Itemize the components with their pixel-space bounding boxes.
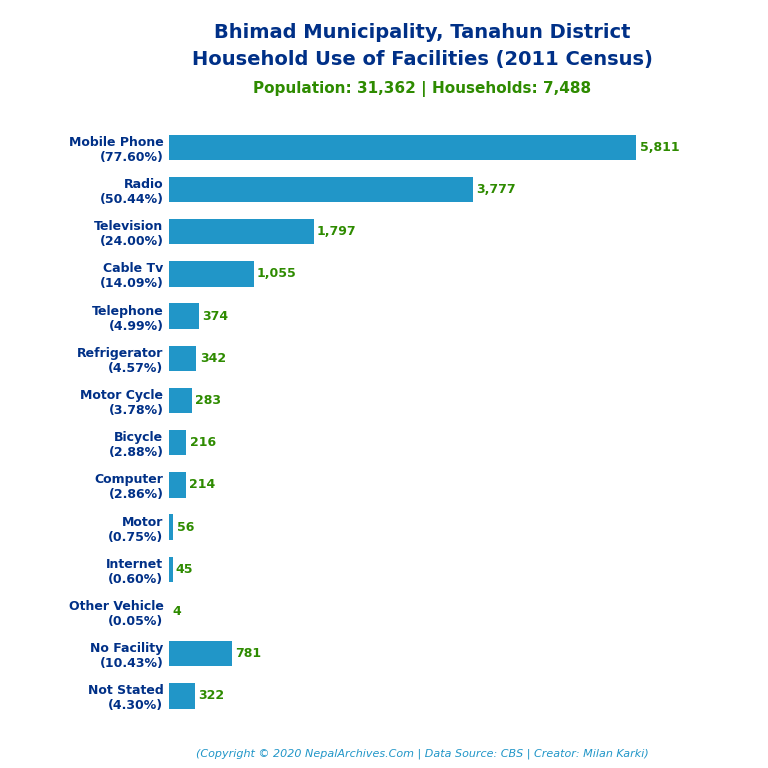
Text: 1,055: 1,055 (257, 267, 296, 280)
Text: 56: 56 (177, 521, 194, 534)
Bar (169, 684, 195, 709)
Bar (169, 346, 197, 371)
Bar (169, 261, 254, 286)
Text: 374: 374 (202, 310, 228, 323)
Bar (169, 388, 192, 413)
Text: 1,797: 1,797 (316, 225, 356, 238)
Bar (169, 430, 187, 455)
Text: 5,811: 5,811 (640, 141, 679, 154)
Text: Population: 31,362 | Households: 7,488: Population: 31,362 | Households: 7,488 (253, 81, 591, 97)
Text: 322: 322 (198, 690, 224, 703)
Bar (169, 557, 173, 582)
Bar (169, 515, 174, 540)
Text: 214: 214 (190, 478, 216, 492)
Text: Bhimad Municipality, Tanahun District: Bhimad Municipality, Tanahun District (214, 23, 631, 42)
Text: 3,777: 3,777 (476, 183, 515, 196)
Bar (169, 177, 473, 202)
Text: (Copyright © 2020 NepalArchives.Com | Data Source: CBS | Creator: Milan Karki): (Copyright © 2020 NepalArchives.Com | Da… (196, 748, 649, 759)
Text: 4: 4 (173, 605, 181, 618)
Bar (169, 472, 186, 498)
Bar (169, 219, 313, 244)
Text: 781: 781 (235, 647, 261, 660)
Text: 283: 283 (195, 394, 221, 407)
Text: 216: 216 (190, 436, 216, 449)
Bar (169, 303, 199, 329)
Text: 45: 45 (176, 563, 194, 576)
Text: 342: 342 (200, 352, 226, 365)
Bar (169, 641, 232, 667)
Text: Household Use of Facilities (2011 Census): Household Use of Facilities (2011 Census… (192, 50, 653, 69)
Bar (169, 134, 637, 160)
